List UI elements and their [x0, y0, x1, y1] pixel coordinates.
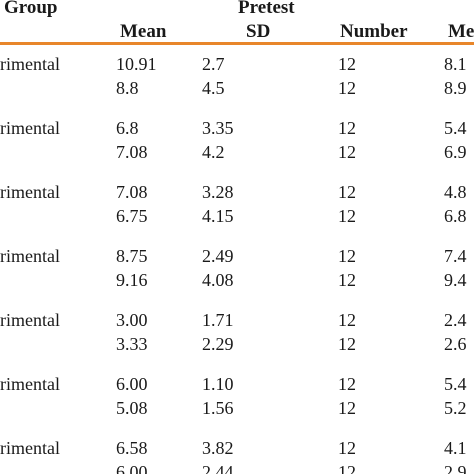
mean-cell: 6.00: [116, 462, 148, 474]
posttest-mean-cell: 4.1: [444, 438, 467, 458]
sd-cell: 1.71: [202, 310, 234, 330]
mean-cell: 6.8: [116, 118, 139, 138]
posttest-mean-cell: 2.6: [444, 334, 467, 354]
number-cell: 12: [338, 270, 356, 290]
number-cell: 12: [338, 438, 356, 458]
number-cell: 12: [338, 206, 356, 226]
sd-cell: 3.28: [202, 182, 234, 202]
sd-cell: 3.82: [202, 438, 234, 458]
mean-cell: 6.00: [116, 374, 148, 394]
mean-cell: 9.16: [116, 270, 148, 290]
mean-cell: 8.8: [116, 78, 139, 98]
header-mean: Mean: [120, 21, 167, 42]
header-rule: [0, 42, 474, 45]
posttest-mean-cell: 4.8: [444, 182, 467, 202]
posttest-mean-cell: 5.2: [444, 398, 467, 418]
number-cell: 12: [338, 182, 356, 202]
mean-cell: 6.75: [116, 206, 148, 226]
mean-cell: 8.75: [116, 246, 148, 266]
sd-cell: 2.7: [202, 54, 225, 74]
sd-cell: 3.35: [202, 118, 234, 138]
number-cell: 12: [338, 118, 356, 138]
posttest-mean-cell: 2.9: [444, 462, 467, 474]
number-cell: 12: [338, 78, 356, 98]
number-cell: 12: [338, 54, 356, 74]
mean-cell: 7.08: [116, 182, 148, 202]
posttest-mean-cell: 8.1: [444, 54, 467, 74]
number-cell: 12: [338, 246, 356, 266]
sd-cell: 2.49: [202, 246, 234, 266]
sd-cell: 4.15: [202, 206, 234, 226]
posttest-mean-cell: 5.4: [444, 118, 467, 138]
posttest-mean-cell: 5.4: [444, 374, 467, 394]
header-pretest: Pretest: [238, 0, 295, 18]
posttest-mean-cell: 9.4: [444, 270, 467, 290]
sd-cell: 4.2: [202, 142, 225, 162]
sd-cell: 2.44: [202, 462, 234, 474]
header-group: Group: [4, 0, 58, 18]
mean-cell: 6.58: [116, 438, 148, 458]
number-cell: 12: [338, 462, 356, 474]
sd-cell: 1.56: [202, 398, 234, 418]
posttest-mean-cell: 6.8: [444, 206, 467, 226]
mean-cell: 10.91: [116, 54, 157, 74]
sd-cell: 4.5: [202, 78, 225, 98]
header-sd: SD: [246, 21, 271, 42]
mean-cell: 3.00: [116, 310, 148, 330]
number-cell: 12: [338, 374, 356, 394]
mean-cell: 5.08: [116, 398, 148, 418]
header-number: Number: [340, 21, 408, 42]
posttest-mean-cell: 8.9: [444, 78, 467, 98]
number-cell: 12: [338, 398, 356, 418]
sd-cell: 4.08: [202, 270, 234, 290]
header-posttest-mean: Me: [448, 21, 474, 42]
mean-cell: 7.08: [116, 142, 148, 162]
posttest-mean-cell: 7.4: [444, 246, 467, 266]
number-cell: 12: [338, 142, 356, 162]
number-cell: 12: [338, 334, 356, 354]
posttest-mean-cell: 6.9: [444, 142, 467, 162]
sd-cell: 1.10: [202, 374, 234, 394]
sd-cell: 2.29: [202, 334, 234, 354]
number-cell: 12: [338, 310, 356, 330]
posttest-mean-cell: 2.4: [444, 310, 467, 330]
mean-cell: 3.33: [116, 334, 148, 354]
